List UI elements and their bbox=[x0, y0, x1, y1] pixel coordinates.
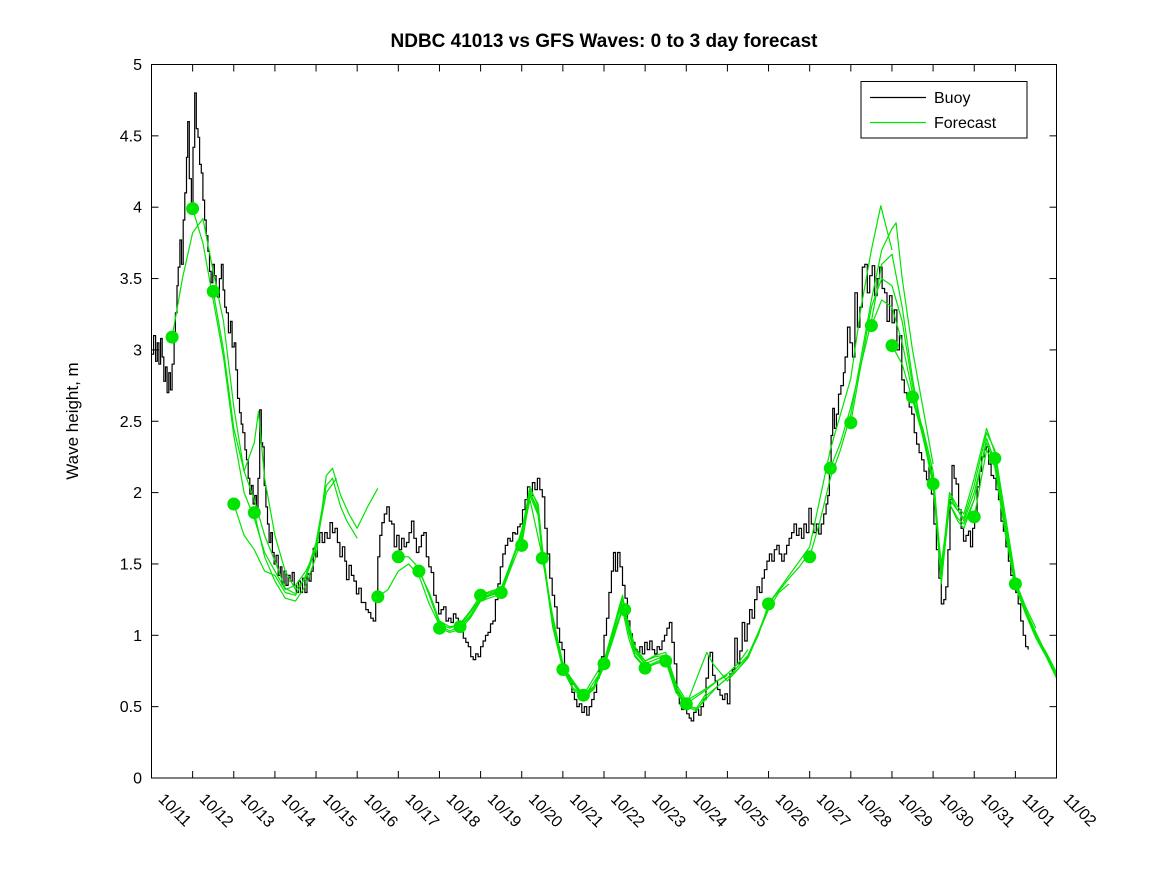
x-tick-label: 10/19 bbox=[484, 791, 524, 831]
x-axis-tick-labels: 10/11 10/12 10/13 10/14 10/15 10/16 10/17 10/18… bbox=[155, 791, 1100, 831]
forecast-run-line bbox=[212, 291, 338, 591]
y-tick-label: 3 bbox=[133, 342, 142, 359]
x-tick-label: 10/22 bbox=[607, 791, 647, 831]
legend-box bbox=[860, 81, 1028, 139]
forecast-start-marker bbox=[371, 590, 385, 604]
forecast-start-marker bbox=[844, 416, 858, 430]
chart-title: NDBC 41013 vs GFS Waves: 0 to 3 day fore… bbox=[391, 31, 819, 52]
x-tick-label: 10/27 bbox=[813, 791, 853, 831]
y-tick-label: 3.5 bbox=[120, 271, 142, 288]
y-tick-label: 4.5 bbox=[120, 128, 142, 145]
forecast-run-line bbox=[624, 609, 749, 702]
legend-forecast-label: Forecast bbox=[934, 115, 997, 132]
forecast-run-line bbox=[233, 477, 358, 596]
forecast-start-marker bbox=[597, 657, 611, 671]
y-axis-label: Wave height, m bbox=[63, 362, 82, 479]
forecast-run-line bbox=[603, 597, 728, 705]
forecast-start-marker bbox=[1008, 577, 1022, 591]
forecast-start-marker bbox=[967, 510, 981, 524]
forecast-start-marker bbox=[535, 551, 549, 565]
x-tick-label: 11/02 bbox=[1060, 791, 1100, 831]
forecast-start-marker bbox=[412, 564, 426, 578]
x-tick-label: 10/11 bbox=[155, 791, 195, 831]
forecast-start-marker bbox=[227, 497, 241, 511]
forecast-run-line bbox=[850, 278, 975, 582]
forecast-run-line bbox=[686, 552, 811, 711]
data-series bbox=[151, 92, 1057, 722]
forecast-start-marker bbox=[474, 588, 488, 602]
forecast-start-marker bbox=[679, 697, 693, 711]
x-tick-label: 10/25 bbox=[731, 791, 771, 831]
x-tick-label: 10/13 bbox=[237, 791, 277, 831]
legend: Buoy Forecast bbox=[860, 81, 1028, 139]
x-tick-label: 10/15 bbox=[319, 791, 359, 831]
x-tick-label: 10/29 bbox=[895, 791, 935, 831]
legend-buoy-label: Buoy bbox=[934, 90, 970, 107]
forecast-start-marker bbox=[206, 284, 220, 298]
y-tick-label: 2 bbox=[133, 485, 142, 502]
y-tick-label: 5 bbox=[133, 57, 142, 74]
x-tick-label: 10/18 bbox=[443, 791, 483, 831]
forecast-run-line bbox=[171, 218, 296, 595]
x-tick-label: 10/21 bbox=[566, 791, 606, 831]
forecast-start-marker bbox=[638, 661, 652, 675]
forecast-start-markers bbox=[165, 202, 1022, 711]
forecast-run-line bbox=[768, 205, 893, 605]
forecast-start-marker bbox=[885, 339, 899, 353]
axis-ticks bbox=[151, 64, 1057, 779]
y-tick-label: 0.5 bbox=[120, 699, 142, 716]
forecast-start-marker bbox=[576, 688, 590, 702]
x-tick-label: 10/17 bbox=[401, 791, 441, 831]
forecast-start-marker bbox=[762, 597, 775, 611]
forecast-start-marker bbox=[906, 390, 919, 404]
x-tick-label: 10/16 bbox=[360, 791, 400, 831]
forecast-start-marker bbox=[391, 550, 405, 564]
forecast-start-marker bbox=[926, 477, 940, 491]
x-tick-label: 10/23 bbox=[648, 791, 688, 831]
forecast-start-marker bbox=[823, 461, 837, 475]
forecast-start-marker bbox=[864, 319, 878, 333]
forecast-start-marker bbox=[515, 538, 529, 552]
forecast-start-marker bbox=[494, 586, 508, 599]
x-tick-label: 10/20 bbox=[525, 791, 565, 831]
axes-box bbox=[151, 64, 1057, 779]
y-tick-label: 0 bbox=[133, 771, 142, 788]
buoy-line bbox=[151, 92, 1029, 722]
forecast-start-marker bbox=[659, 654, 673, 668]
forecast-start-marker bbox=[165, 330, 179, 344]
forecast-start-marker bbox=[433, 621, 446, 635]
forecast-start-marker bbox=[803, 550, 817, 564]
y-axis-tick-labels: 0 0.5 1 1.5 2 2.5 3 3.5 4 4.5 5 bbox=[120, 57, 142, 788]
forecast-run-line bbox=[994, 458, 1057, 676]
forecast-run-line bbox=[253, 467, 379, 602]
y-tick-label: 2.5 bbox=[120, 414, 142, 431]
x-tick-label: 10/24 bbox=[689, 791, 729, 831]
forecast-start-marker bbox=[618, 603, 632, 617]
x-tick-label: 11/01 bbox=[1019, 791, 1059, 831]
forecast-run-line bbox=[1014, 583, 1057, 677]
x-tick-label: 10/28 bbox=[854, 791, 894, 831]
x-tick-label: 10/14 bbox=[278, 791, 318, 831]
y-tick-label: 1 bbox=[133, 628, 142, 645]
x-tick-label: 10/30 bbox=[936, 791, 976, 831]
x-tick-label: 10/26 bbox=[772, 791, 812, 831]
forecast-start-marker bbox=[988, 451, 1002, 465]
forecast-start-marker bbox=[556, 663, 570, 676]
y-tick-label: 1.5 bbox=[120, 556, 142, 573]
x-tick-label: 10/31 bbox=[977, 791, 1017, 831]
x-tick-label: 10/12 bbox=[196, 791, 236, 831]
forecast-start-marker bbox=[186, 202, 200, 216]
forecast-start-marker bbox=[247, 506, 261, 520]
y-tick-label: 4 bbox=[133, 200, 142, 217]
forecast-start-marker bbox=[453, 620, 467, 634]
